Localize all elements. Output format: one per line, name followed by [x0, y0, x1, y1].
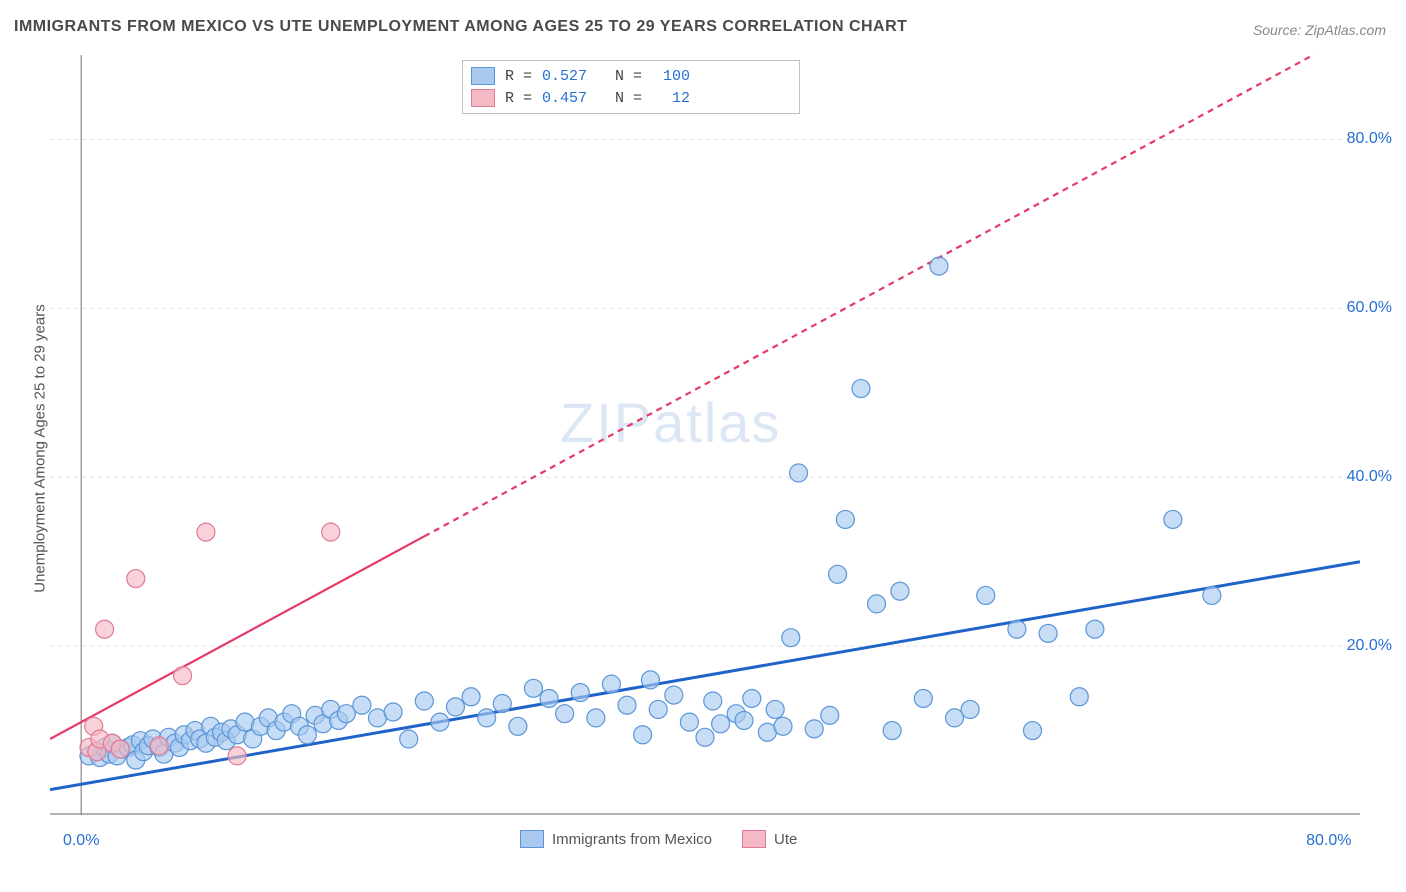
series-legend-item: Immigrants from Mexico — [520, 830, 712, 848]
y-axis-label: Unemployment Among Ages 25 to 29 years — [32, 289, 49, 609]
r-label: R = — [505, 90, 532, 107]
r-value: 0.457 — [542, 90, 587, 107]
r-value: 0.527 — [542, 68, 587, 85]
n-label: N = — [615, 90, 642, 107]
r-label: R = — [505, 68, 532, 85]
x-tick-label: 80.0% — [1306, 832, 1351, 850]
y-tick-label: 80.0% — [1347, 130, 1392, 148]
series-name: Immigrants from Mexico — [552, 831, 712, 848]
legend-swatch — [520, 830, 544, 848]
scatter-plot — [50, 55, 1360, 815]
source-label: Source: ZipAtlas.com — [1253, 22, 1386, 38]
y-tick-label: 60.0% — [1347, 299, 1392, 317]
n-value: 100 — [652, 68, 690, 85]
chart-title: IMMIGRANTS FROM MEXICO VS UTE UNEMPLOYME… — [14, 18, 907, 36]
n-label: N = — [615, 68, 642, 85]
series-legend: Immigrants from Mexico Ute — [520, 830, 797, 848]
series-legend-item: Ute — [742, 830, 797, 848]
legend-swatch — [471, 67, 495, 85]
legend-row: R = 0.457 N = 12 — [471, 87, 791, 109]
legend-swatch — [471, 89, 495, 107]
y-tick-label: 40.0% — [1347, 468, 1392, 486]
correlation-legend: R = 0.527 N = 100 R = 0.457 N = 12 — [462, 60, 800, 114]
y-tick-label: 20.0% — [1347, 637, 1392, 655]
x-tick-label: 0.0% — [63, 832, 99, 850]
legend-swatch — [742, 830, 766, 848]
legend-row: R = 0.527 N = 100 — [471, 65, 791, 87]
series-name: Ute — [774, 831, 797, 848]
n-value: 12 — [652, 90, 690, 107]
